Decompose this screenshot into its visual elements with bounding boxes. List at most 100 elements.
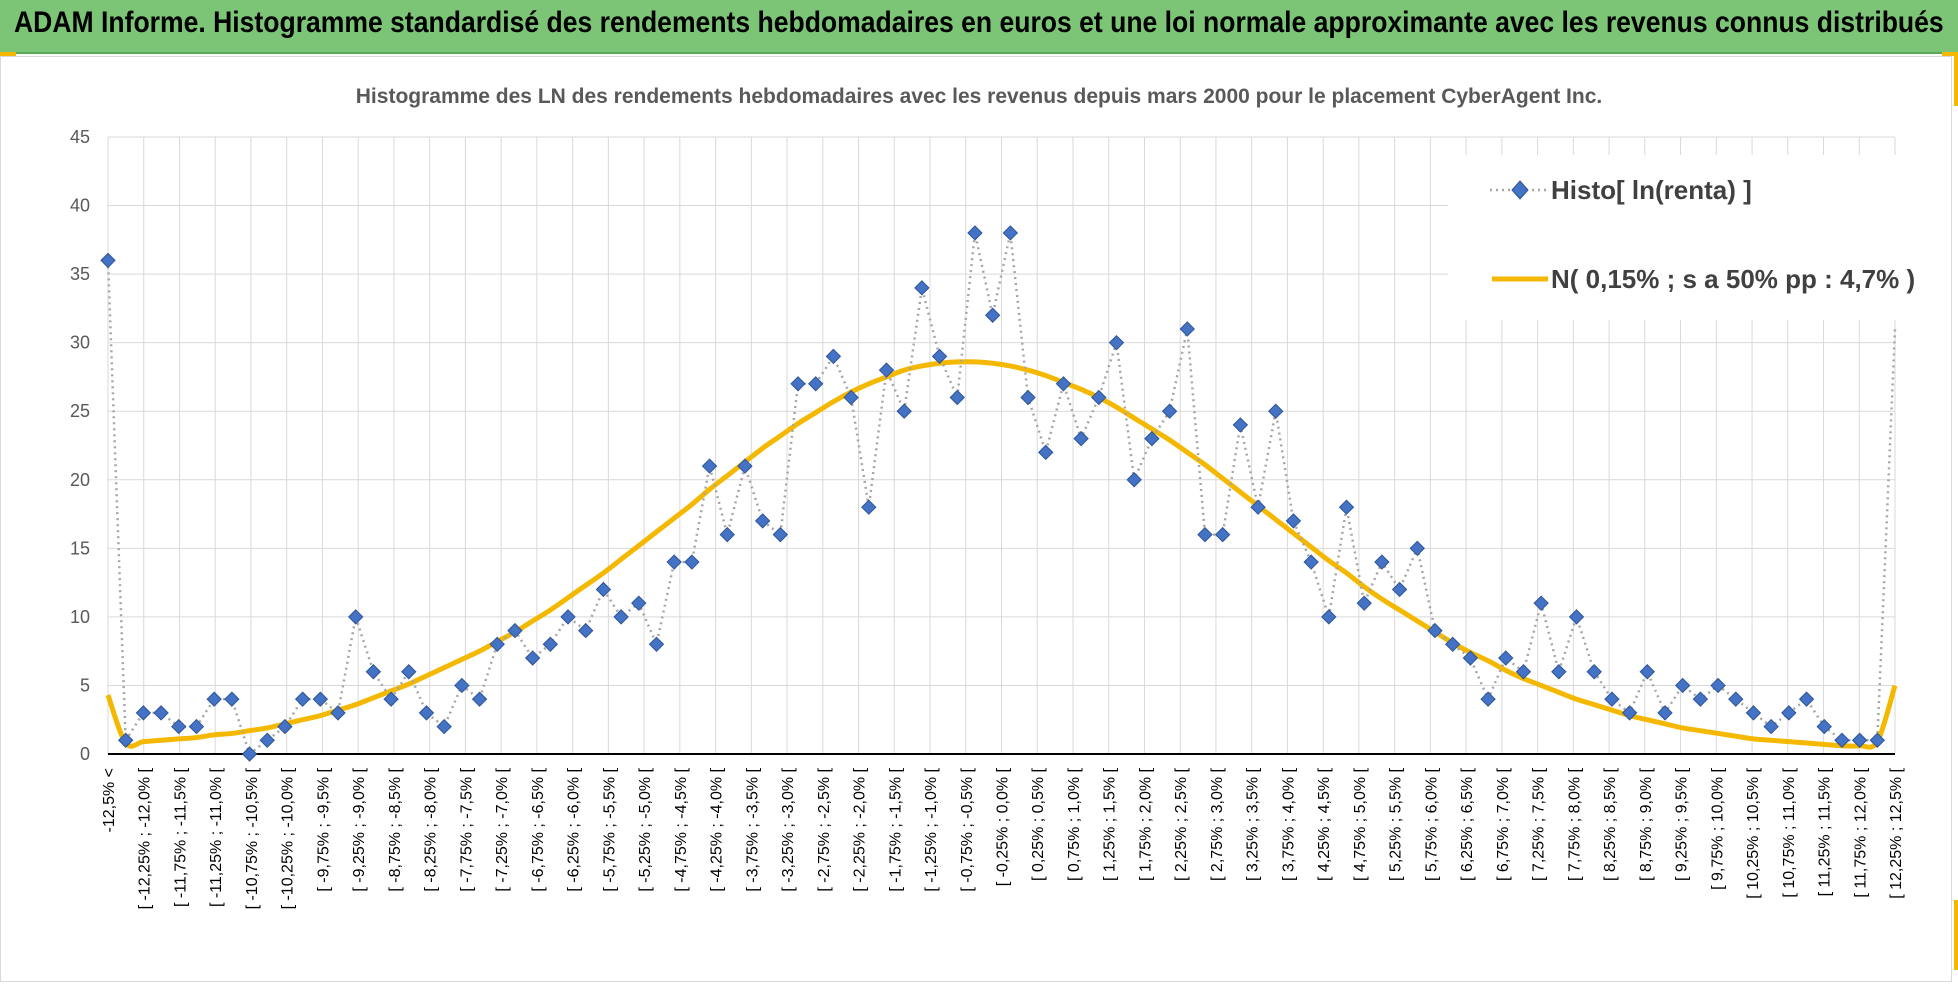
- histo-point: [613, 609, 629, 625]
- x-tick-label: [ -0,75% ; -0,5% [: [959, 767, 976, 891]
- histo-point: [1338, 499, 1355, 515]
- y-axis-ticks: 0 5 10 15 20 25 30 35 40 45: [70, 127, 90, 764]
- histo-point: [294, 691, 311, 707]
- histo-point: [878, 362, 895, 378]
- histo-point: [1250, 499, 1266, 515]
- histo-point: [1073, 430, 1089, 447]
- histo-point: [117, 732, 134, 748]
- y-tick-label: 0: [80, 744, 90, 764]
- x-tick-label: [ -1,25% ; -1,0% [: [923, 767, 940, 891]
- x-tick-label: [ -10,25% ; -10,0% [: [280, 767, 297, 909]
- histo-point: [1444, 636, 1461, 653]
- histo-point: [418, 705, 435, 721]
- x-tick-label: [ -8,25% ; -8,0% [: [423, 767, 440, 891]
- histo-point: [1869, 732, 1886, 748]
- histo-point: [1002, 225, 1019, 241]
- x-tick-label: [ -2,25% ; -2,0% [: [852, 767, 869, 891]
- x-tick-label: [ 6,25% ; 6,5% [: [1459, 767, 1476, 881]
- x-tick-label: [ -7,75% ; -7,5% [: [458, 767, 475, 891]
- x-tick-label: [ 9,75% ; 10,0% [: [1709, 767, 1726, 889]
- header-banner: ADAM Informe. Histogramme standardisé de…: [0, 0, 1958, 54]
- histo-point: [1391, 581, 1408, 598]
- histo-point: [984, 307, 1001, 323]
- histo-point: [648, 636, 665, 653]
- histo-point: [1834, 732, 1850, 748]
- histo-point: [365, 664, 382, 680]
- x-tick-label: [ -9,25% ; -9,0% [: [351, 767, 368, 891]
- histo-point: [578, 622, 594, 639]
- histo-point: [471, 691, 488, 707]
- histo-point: [524, 650, 541, 666]
- x-tick-label: [ -6,75% ; -6,5% [: [530, 767, 547, 891]
- histo-point: [1515, 664, 1532, 680]
- histo-point: [454, 677, 470, 694]
- histo-point: [1285, 513, 1302, 529]
- x-tick-label: [ -5,25% ; -5,0% [: [637, 767, 654, 891]
- histo-point: [259, 732, 275, 748]
- histo-point: [1356, 595, 1372, 611]
- x-tick-label: [ 1,25% ; 1,5% [: [1102, 767, 1119, 881]
- x-tick-label: [ -3,25% ; -3,0% [: [780, 767, 797, 891]
- y-tick-label: 30: [70, 333, 90, 353]
- x-tick-label: [ 0,25% ; 0,5% [: [1030, 767, 1047, 881]
- histo-point: [1232, 417, 1249, 433]
- x-tick-label: [ 0,75% ; 1,0% [: [1066, 767, 1083, 881]
- histo-point: [1197, 526, 1213, 543]
- x-tick-label: [ 11,25% ; 11,5% [: [1817, 767, 1834, 896]
- histo-point: [1781, 705, 1797, 721]
- x-tick-label: [ 1,75% ; 2,0% [: [1137, 767, 1154, 881]
- y-tick-label: 25: [70, 401, 90, 421]
- x-axis-ticks: -12,5% < [ -12,25% ; -12,0% [[ -11,75% ; …: [101, 767, 1905, 909]
- histo-point: [277, 718, 293, 735]
- histo-point: [1126, 472, 1142, 488]
- x-tick-label: [ -9,75% ; -9,5% [: [315, 767, 332, 891]
- legend-histo-marker: [1511, 180, 1529, 200]
- histo-point: [1498, 650, 1514, 666]
- histo-point: [1533, 595, 1549, 611]
- x-tick-label: [ 10,75% ; 11,0% [: [1781, 767, 1798, 897]
- histo-point: [1179, 321, 1195, 337]
- histo-point: [347, 609, 364, 625]
- histo-point: [1728, 691, 1744, 707]
- histo-point: [631, 595, 647, 611]
- page-title: ADAM Informe. Histogramme standardisé de…: [14, 6, 1944, 39]
- x-tick-label: [ 12,25% ; 12,5% [: [1888, 767, 1905, 898]
- x-tick-label: [ 11,75% ; 12,0% [: [1852, 767, 1869, 897]
- histo-point: [701, 458, 718, 474]
- legend-normal-label: N( 0,15% ; s a 50% pp : 4,7% ): [1551, 264, 1915, 294]
- histo-point: [896, 403, 912, 419]
- histo-point: [135, 705, 152, 721]
- histo-point: [1816, 718, 1832, 735]
- series-histo: [100, 225, 1897, 762]
- histo-point: [1692, 691, 1709, 707]
- histo-point: [595, 581, 612, 598]
- histo-point: [1674, 677, 1691, 694]
- histo-point: [1020, 389, 1036, 406]
- x-tick-label: [ -5,75% ; -5,5% [: [601, 767, 618, 891]
- histo-point: [100, 252, 116, 269]
- histo-point: [666, 554, 682, 570]
- histo-point: [1091, 389, 1107, 406]
- histo-point: [1409, 540, 1425, 557]
- histo-point: [861, 499, 877, 515]
- corner-accent-left: [0, 52, 16, 56]
- histo-point: [790, 376, 806, 392]
- x-tick-label: [ -11,75% ; -11,5% [: [172, 767, 189, 907]
- legend-histo-label: Histo[ ln(renta) ]: [1551, 175, 1752, 205]
- x-tick-label: [ -1,75% ; -1,5% [: [887, 767, 904, 891]
- histo-point: [1214, 526, 1231, 543]
- histo-point: [914, 280, 930, 296]
- x-tick-label: [ -2,75% ; -2,5% [: [816, 767, 833, 891]
- x-tick-label: [ 9,25% ; 9,5% [: [1674, 767, 1691, 881]
- histo-point: [1108, 334, 1125, 351]
- x-tick-label: [ -10,75% ; -10,5% [: [244, 767, 261, 909]
- histo-point: [188, 718, 205, 735]
- x-tick-label: [ 3,75% ; 4,0% [: [1280, 767, 1297, 881]
- x-tick-label: [ 7,25% ; 7,5% [: [1531, 767, 1548, 881]
- histo-point: [1586, 664, 1602, 680]
- x-tick-label: [ -3,75% ; -3,5% [: [744, 767, 761, 891]
- histo-point: [1551, 664, 1567, 680]
- x-tick-label: [ 4,25% ; 4,5% [: [1316, 767, 1333, 881]
- histo-point: [1144, 430, 1160, 447]
